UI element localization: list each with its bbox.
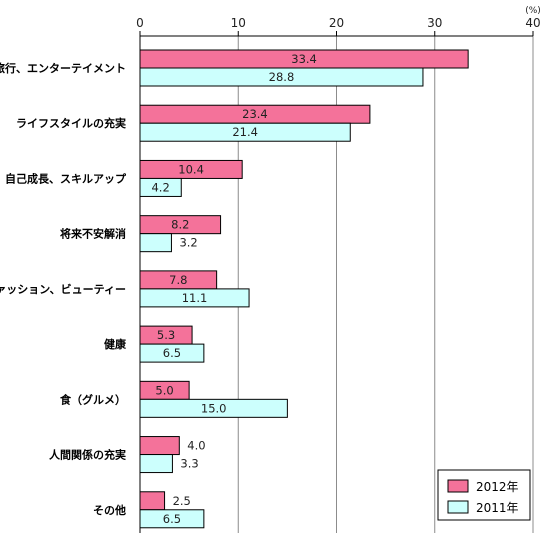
bar-2012	[139, 436, 180, 456]
data-label: 8.2	[171, 218, 189, 232]
data-label: 21.4	[232, 125, 258, 139]
category-label: 旅行、エンターテイメント	[0, 61, 126, 75]
category-label: その他	[93, 503, 126, 517]
data-label: 7.8	[169, 273, 187, 287]
data-label: 5.3	[157, 328, 175, 342]
data-label: 33.4	[291, 52, 317, 66]
category-label: ファッション、ビューティー	[0, 282, 126, 296]
bar-2011	[139, 454, 173, 474]
labels: 0 10 20 30 40(%) 33.4 28.8 旅行、エンターテイメント 23.4 21.4…	[0, 6, 541, 526]
data-label: 2.5	[173, 494, 191, 508]
bars	[139, 49, 469, 529]
data-label: 4.0	[187, 439, 205, 453]
data-label: 15.0	[201, 401, 227, 415]
data-label: 3.2	[179, 236, 197, 250]
data-label: 3.3	[180, 457, 198, 471]
legend: 2012年 2011年	[437, 469, 531, 521]
x-tick-label: 20	[329, 16, 344, 30]
category-label: 食（グルメ）	[60, 392, 126, 406]
data-label: 28.8	[269, 70, 295, 84]
x-tick-label: 30	[427, 16, 442, 30]
legend-label: 2011年	[476, 501, 519, 515]
legend-label: 2012年	[476, 480, 519, 494]
legend-swatch	[447, 500, 469, 514]
data-label: 23.4	[242, 107, 268, 121]
x-tick-label: 10	[231, 16, 246, 30]
data-label: 6.5	[163, 346, 181, 360]
data-label: 10.4	[178, 162, 204, 176]
data-label: 6.5	[163, 512, 181, 526]
category-label: 人間関係の充実	[49, 448, 126, 462]
category-label: 将来不安解消	[60, 227, 126, 241]
x-tick-label: 40	[525, 16, 540, 30]
category-label: ライフスタイルの充実	[16, 116, 126, 130]
data-label: 5.0	[155, 383, 173, 397]
data-label: 4.2	[151, 180, 169, 194]
bar-2012	[139, 491, 166, 511]
unit-label: (%)	[525, 6, 541, 16]
legend-swatch	[447, 479, 469, 493]
x-tick-label: 0	[136, 16, 144, 30]
category-label: 健康	[104, 337, 127, 351]
data-label: 11.1	[182, 291, 208, 305]
category-label: 自己成長、スキルアップ	[5, 171, 127, 185]
axes	[139, 31, 534, 533]
bar-2011	[139, 233, 172, 253]
